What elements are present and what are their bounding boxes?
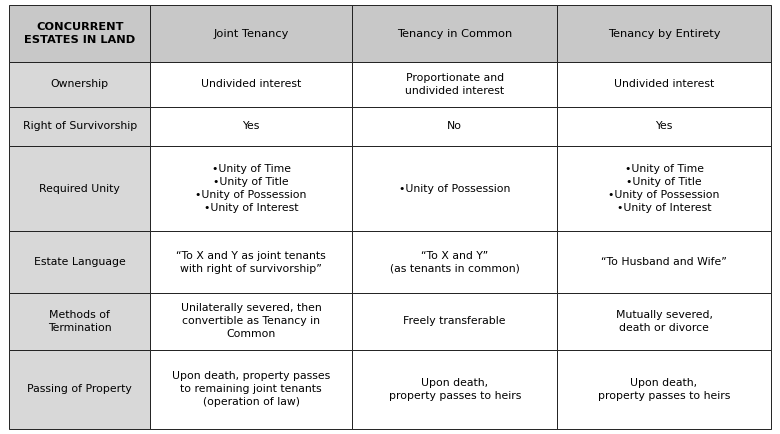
Bar — [352, 293, 558, 349]
Text: Unilaterally severed, then
convertible as Tenancy in
Common: Unilaterally severed, then convertible a… — [181, 303, 321, 339]
Text: Yes: Yes — [243, 121, 260, 131]
Bar — [558, 231, 771, 293]
Text: Proportionate and
undivided interest: Proportionate and undivided interest — [405, 73, 505, 95]
Text: Joint Tenancy: Joint Tenancy — [214, 29, 289, 39]
Text: Methods of
Termination: Methods of Termination — [48, 310, 112, 332]
Bar — [352, 62, 558, 106]
Text: •Unity of Possession: •Unity of Possession — [399, 184, 510, 194]
Text: Ownership: Ownership — [51, 79, 109, 89]
Bar — [558, 5, 771, 62]
Bar — [352, 106, 558, 146]
Bar — [151, 349, 352, 429]
Bar — [558, 293, 771, 349]
Bar — [352, 5, 558, 62]
Bar — [151, 146, 352, 231]
Bar — [9, 293, 151, 349]
Bar — [151, 5, 352, 62]
Text: No: No — [447, 121, 463, 131]
Bar — [9, 146, 151, 231]
Bar — [9, 106, 151, 146]
Bar — [151, 231, 352, 293]
Text: Yes: Yes — [655, 121, 672, 131]
Bar — [9, 5, 151, 62]
Bar — [558, 106, 771, 146]
Bar — [558, 146, 771, 231]
Bar — [151, 62, 352, 106]
Bar — [352, 349, 558, 429]
Text: Freely transferable: Freely transferable — [403, 316, 506, 326]
Text: Upon death,
property passes to heirs: Upon death, property passes to heirs — [598, 378, 730, 401]
Bar — [352, 146, 558, 231]
Text: Passing of Property: Passing of Property — [27, 384, 132, 394]
Bar — [558, 62, 771, 106]
Text: CONCURRENT
ESTATES IN LAND: CONCURRENT ESTATES IN LAND — [24, 22, 136, 45]
Text: Required Unity: Required Unity — [40, 184, 120, 194]
Text: Estate Language: Estate Language — [34, 257, 126, 267]
Text: Tenancy by Entirety: Tenancy by Entirety — [608, 29, 720, 39]
Bar — [352, 231, 558, 293]
Bar — [151, 293, 352, 349]
Text: •Unity of Time
•Unity of Title
•Unity of Possession
•Unity of Interest: •Unity of Time •Unity of Title •Unity of… — [608, 164, 720, 213]
Text: “To X and Y”
(as tenants in common): “To X and Y” (as tenants in common) — [390, 251, 519, 273]
Text: “To Husband and Wife”: “To Husband and Wife” — [601, 257, 727, 267]
Text: Upon death,
property passes to heirs: Upon death, property passes to heirs — [388, 378, 521, 401]
Text: Mutually severed,
death or divorce: Mutually severed, death or divorce — [615, 310, 713, 332]
Text: •Unity of Time
•Unity of Title
•Unity of Possession
•Unity of Interest: •Unity of Time •Unity of Title •Unity of… — [195, 164, 307, 213]
Text: Tenancy in Common: Tenancy in Common — [397, 29, 512, 39]
Bar — [151, 106, 352, 146]
Bar — [9, 62, 151, 106]
Bar — [558, 349, 771, 429]
Text: Undivided interest: Undivided interest — [201, 79, 301, 89]
Bar — [9, 349, 151, 429]
Text: Undivided interest: Undivided interest — [614, 79, 714, 89]
Text: Upon death, property passes
to remaining joint tenants
(operation of law): Upon death, property passes to remaining… — [172, 372, 330, 407]
Bar — [9, 231, 151, 293]
Text: “To X and Y as joint tenants
with right of survivorship”: “To X and Y as joint tenants with right … — [176, 251, 326, 273]
Text: Right of Survivorship: Right of Survivorship — [23, 121, 137, 131]
